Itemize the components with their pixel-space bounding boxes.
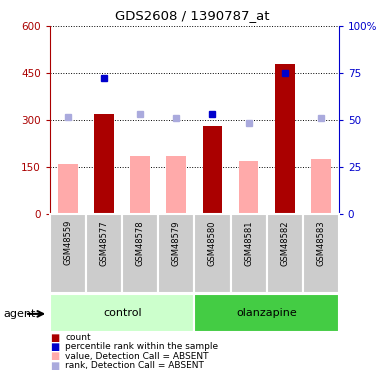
Bar (158, 214, 194, 292)
Text: ■: ■ (50, 361, 59, 370)
Text: ■: ■ (50, 333, 59, 342)
Text: ■: ■ (50, 342, 59, 352)
Text: value, Detection Call = ABSENT: value, Detection Call = ABSENT (65, 352, 209, 361)
Bar (239, 160, 258, 214)
Bar (303, 214, 339, 292)
Text: GSM48580: GSM48580 (208, 220, 217, 266)
Text: olanzapine: olanzapine (236, 308, 297, 318)
Text: percentile rank within the sample: percentile rank within the sample (65, 342, 219, 351)
Text: count: count (65, 333, 91, 342)
Text: GSM48579: GSM48579 (172, 220, 181, 266)
Bar (231, 214, 266, 292)
Text: control: control (103, 308, 142, 318)
Bar (266, 214, 303, 292)
Text: GSM48559: GSM48559 (64, 220, 73, 266)
Bar (50, 214, 86, 292)
Bar (58, 164, 78, 214)
Bar (194, 294, 339, 332)
Bar (94, 114, 114, 214)
Text: GSM48583: GSM48583 (316, 220, 325, 266)
Bar (275, 64, 295, 214)
Bar (166, 156, 186, 214)
Bar (203, 126, 223, 214)
Bar (194, 214, 231, 292)
Bar (50, 294, 194, 332)
Text: GSM48578: GSM48578 (136, 220, 145, 266)
Bar (311, 159, 331, 214)
Text: ■: ■ (50, 351, 59, 361)
Bar (86, 214, 122, 292)
Text: GSM48581: GSM48581 (244, 220, 253, 266)
Text: GSM48582: GSM48582 (280, 220, 289, 266)
Text: agent: agent (4, 309, 36, 319)
Bar (122, 214, 158, 292)
Text: GDS2608 / 1390787_at: GDS2608 / 1390787_at (115, 9, 270, 22)
Text: rank, Detection Call = ABSENT: rank, Detection Call = ABSENT (65, 361, 204, 370)
Text: GSM48577: GSM48577 (100, 220, 109, 266)
Bar (131, 156, 150, 214)
